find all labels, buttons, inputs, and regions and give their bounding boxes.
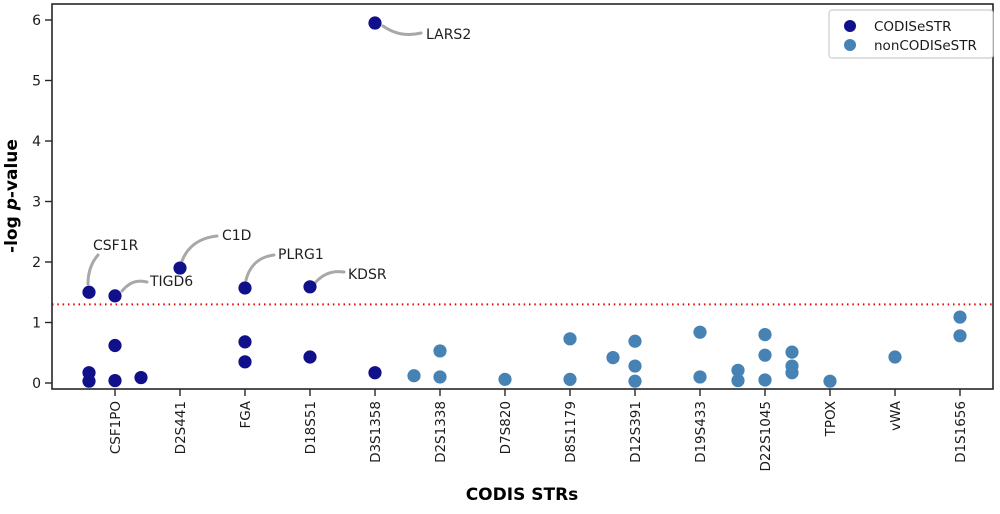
data-point-d22s1045	[785, 345, 799, 359]
data-point-d22s1045	[731, 373, 745, 388]
y-axis-label-text: -log p-value	[2, 139, 22, 253]
data-point-d3s1358	[368, 366, 382, 380]
gene-annotation-label: LARS2	[426, 27, 471, 43]
gene-annotation-label: C1D	[222, 228, 251, 244]
data-point-d19s433	[693, 370, 707, 384]
x-tick-label-tpox: TPOX	[823, 401, 839, 437]
data-point-tpox	[823, 374, 837, 388]
y-tick-label: 0	[32, 376, 41, 392]
data-point-vwa	[888, 350, 902, 364]
data-point-d8s1179	[563, 372, 577, 386]
data-point-d22s1045	[758, 328, 772, 342]
y-tick-label: 5	[32, 73, 41, 89]
x-tick-label-d7s820: D7S820	[498, 401, 514, 454]
data-point-d12s391	[606, 350, 620, 365]
data-point-d22s1045	[731, 363, 745, 377]
x-tick-label-csf1po: CSF1PO	[108, 401, 124, 454]
plot-area	[52, 4, 993, 389]
data-point-csf1po	[108, 338, 122, 353]
data-point-csf1po	[134, 370, 148, 385]
annotation-arrow	[180, 234, 219, 263]
data-point-d12s391	[628, 374, 642, 388]
x-tick-label-fga: FGA	[238, 400, 254, 428]
x-tick-label-d22s1045: D22S1045	[758, 401, 774, 472]
legend: CODISeSTR nonCODISeSTR	[828, 9, 994, 59]
x-tick-label-d18s51: D18S51	[303, 401, 319, 454]
x-axis-label: CODIS STRs	[466, 485, 579, 505]
data-point-d7s820	[498, 372, 512, 386]
x-tick-label-d1s1656: D1S1656	[953, 401, 969, 463]
y-tick-label: 4	[32, 134, 41, 150]
legend-marker-codisestr	[844, 20, 856, 32]
data-point-csf1po	[108, 373, 122, 388]
data-point-d2s1338	[433, 370, 447, 384]
y-tick-label: 6	[32, 13, 41, 29]
annotation-arrows	[86, 24, 423, 293]
gene-annotation-label: TIGD6	[149, 274, 193, 290]
legend-label-codisestr: CODISeSTR	[874, 19, 952, 35]
data-point-c1d	[173, 261, 187, 275]
x-tick-label-d8s1179: D8S1179	[563, 401, 579, 463]
data-point-fga	[238, 355, 252, 369]
annotation-arrow	[244, 253, 276, 282]
data-point-csf1r	[82, 285, 96, 299]
annotation-arrow	[313, 270, 346, 285]
annotation-arrow	[120, 279, 149, 293]
x-tick-label-d2s1338: D2S1338	[433, 401, 449, 463]
gene-annotation-label: KDSR	[348, 267, 387, 283]
data-point-d22s1045	[758, 348, 772, 362]
y-tick-label: 1	[32, 315, 41, 331]
legend-box	[828, 9, 994, 59]
x-tick-label-d2s441: D2S441	[173, 401, 189, 454]
y-tick-label: 3	[32, 194, 41, 210]
data-point-kdsr	[303, 280, 317, 294]
x-tick-label-vwa: vWA	[888, 400, 904, 431]
y-tick-label: 2	[32, 255, 41, 271]
data-point-d18s51	[303, 350, 317, 364]
annotation-arrow	[86, 253, 100, 286]
data-points	[82, 16, 967, 388]
data-point-d8s1179	[563, 332, 577, 346]
gene-annotations: CSF1R TIGD6 C1D PLRG1 KDSR LARS2	[93, 27, 471, 290]
axes: 0 1 2 3 4 5 6 CSF1PO D2S441 FGA D18S51 D3S1358 D2S13…	[32, 13, 969, 472]
data-point-d12s391	[628, 334, 642, 348]
annotation-arrow	[381, 24, 423, 37]
data-point-fga	[238, 335, 252, 349]
plot-border	[51, 3, 994, 390]
y-axis-label: -log p-value	[2, 139, 22, 253]
data-point-d2s1338	[433, 344, 447, 358]
gene-annotation-label: PLRG1	[278, 247, 324, 263]
data-point-plrg1	[238, 281, 252, 295]
data-point-d22s1045	[758, 373, 772, 387]
data-point-d2s1338	[407, 369, 421, 383]
data-point-d22s1045	[785, 366, 799, 380]
data-point-d1s1656	[953, 310, 967, 324]
data-point-lars2	[368, 16, 382, 30]
data-point-d1s1656	[953, 329, 967, 343]
legend-marker-noncodisestr	[844, 39, 856, 51]
x-tick-label-d12s391: D12S391	[628, 401, 644, 463]
data-point-d12s391	[628, 359, 642, 373]
legend-label-noncodisestr: nonCODISeSTR	[874, 38, 977, 54]
x-tick-label-d19s433: D19S433	[693, 401, 709, 463]
x-tick-label-d3s1358: D3S1358	[368, 401, 384, 463]
data-point-tigd6	[108, 289, 122, 303]
data-point-d19s433	[693, 325, 707, 339]
gene-annotation-label: CSF1R	[93, 238, 139, 254]
data-point-csf1po	[82, 374, 96, 388]
